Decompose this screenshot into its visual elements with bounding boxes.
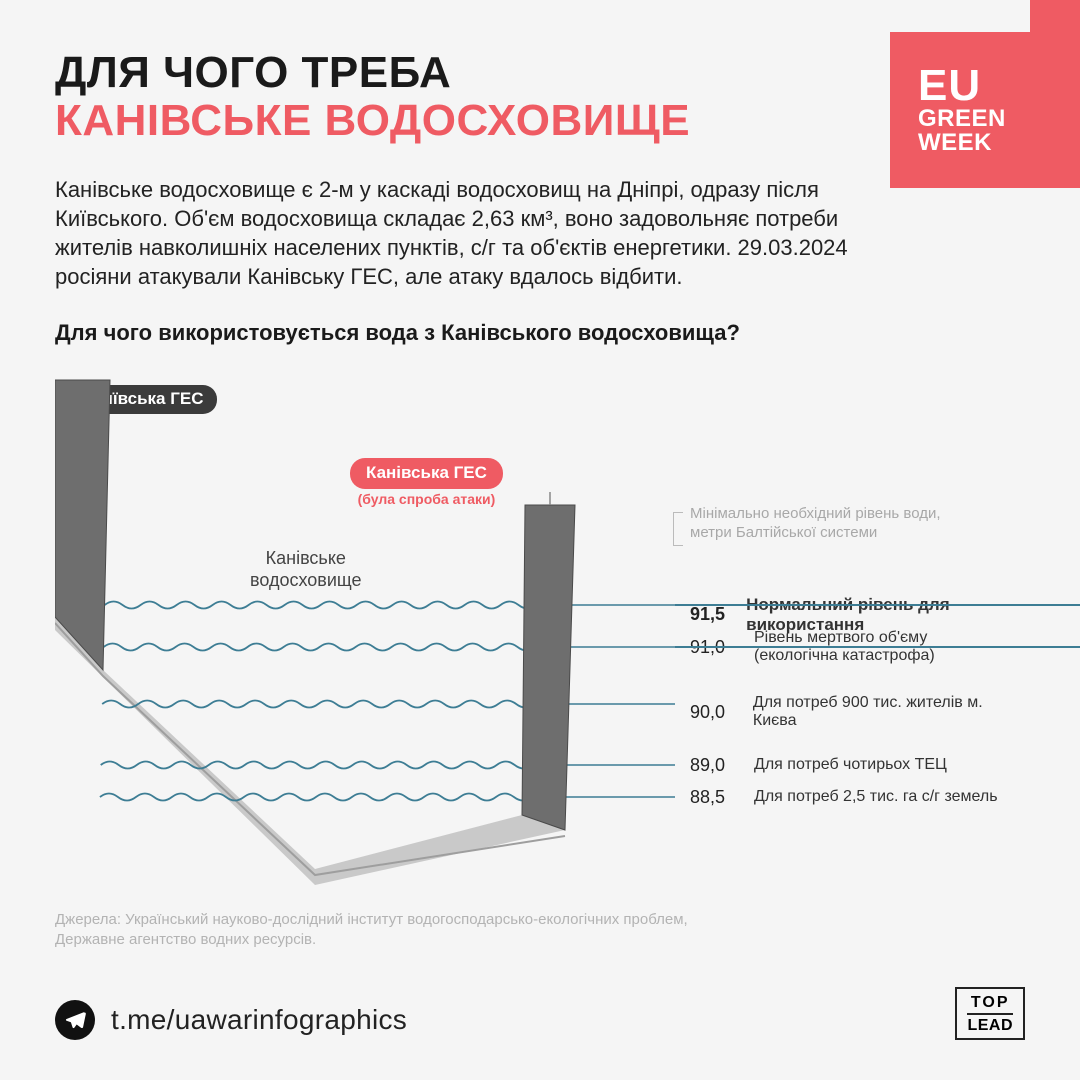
level-desc: Для потреб 900 тис. жителів м. Києва [753,694,1025,731]
level-value: 89,0 [690,755,744,776]
water-level-row: 90,0 Для потреб 900 тис. жителів м. Києва [690,694,1025,731]
level-value: 88,5 [690,787,744,808]
water-level-row: 88,5 Для потреб 2,5 тис. га с/г земель [690,787,998,808]
level-value: 91,5 [690,604,736,625]
toplead-logo: TOP LEAD [955,987,1025,1040]
level-desc: Для потреб чотирьох ТЕЦ [754,756,947,774]
eu-green-week-badge: EU GREEN WEEK [890,0,1080,188]
level-desc: Для потреб 2,5 тис. га с/г земель [754,788,998,806]
badge-green: GREEN [918,107,1080,131]
sources-text: Джерела: Український науково-дослідний і… [55,910,688,951]
footer: t.me/uawarinfographics [55,1000,407,1040]
level-value: 90,0 [690,702,743,723]
question-heading: Для чого використовується вода з Канівсь… [55,320,740,346]
overflow-water-line [675,604,1080,606]
intro-paragraph: Канівське водосховище є 2-м у каскаді во… [55,175,870,291]
reservoir-diagram: Київська ГЕС Канівська ГЕС (була спроба … [55,370,1025,890]
telegram-link[interactable]: t.me/uawarinfographics [111,1004,407,1036]
title-line-2: КАНІВСЬКЕ ВОДОСХОВИЩЕ [55,98,815,144]
overflow-water-line [675,646,1080,648]
water-level-row: 89,0 Для потреб чотирьох ТЕЦ [690,755,947,776]
legend-note: Мінімально необхідний рівень води,метри … [690,505,941,543]
dam-cross-section [55,370,695,890]
badge-week: WEEK [918,131,1080,155]
telegram-icon [55,1000,95,1040]
badge-eu: EU [918,65,1080,107]
title-line-1: ДЛЯ ЧОГО ТРЕБА [55,50,815,96]
